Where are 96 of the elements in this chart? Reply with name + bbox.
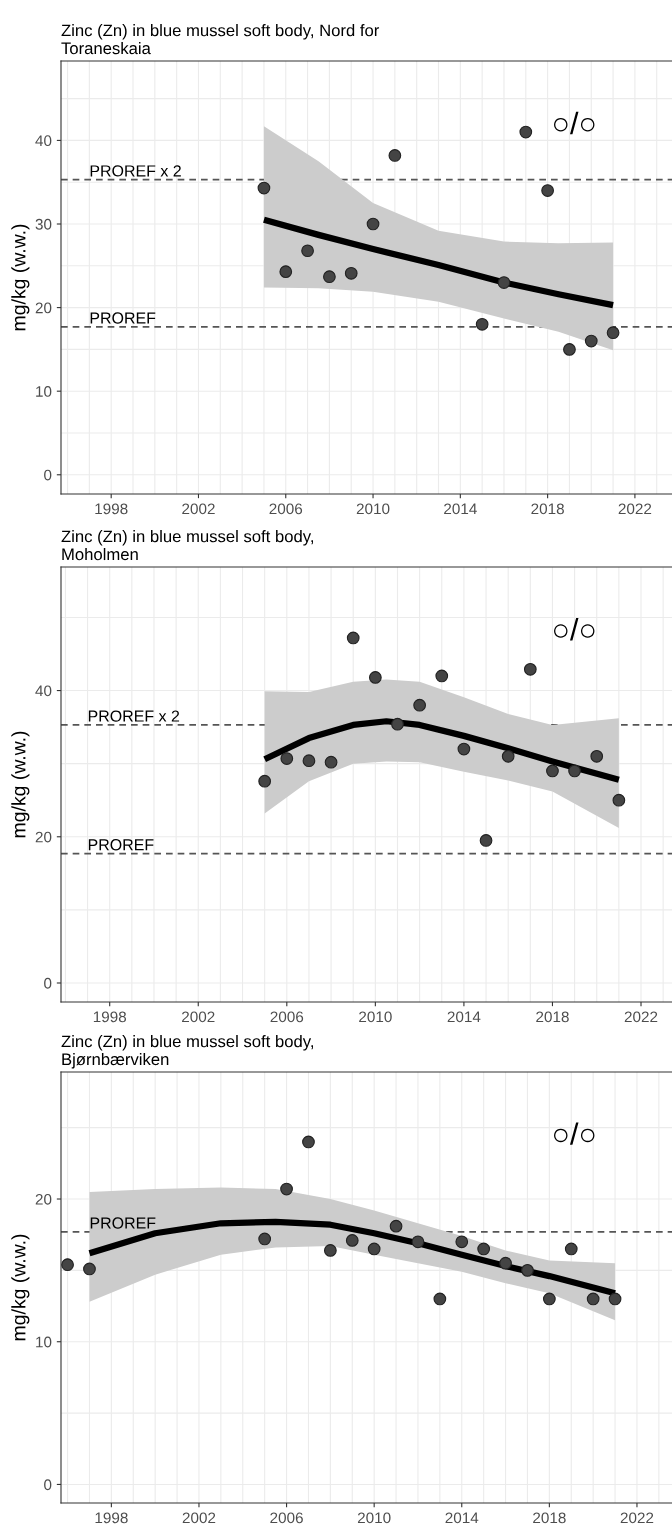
point bbox=[568, 764, 581, 778]
point bbox=[457, 742, 471, 756]
point bbox=[257, 181, 271, 195]
point bbox=[542, 1292, 556, 1306]
point bbox=[302, 1135, 315, 1149]
point bbox=[519, 125, 533, 139]
y-tick-label: 0 bbox=[44, 469, 52, 481]
annotation: ○/○ bbox=[554, 618, 595, 641]
point bbox=[612, 793, 626, 807]
point bbox=[389, 1219, 403, 1233]
point bbox=[258, 1232, 272, 1246]
y-tick-label: 10 bbox=[36, 386, 52, 397]
point bbox=[280, 752, 294, 765]
chart-title: Zinc (Zn) in blue mussel soft body, Nord for Toraneskaia bbox=[61, 24, 380, 55]
ref-line-label: PROREF x 2 bbox=[90, 165, 181, 177]
point bbox=[497, 276, 511, 289]
ref-line-label: PROREF bbox=[90, 312, 156, 324]
x-tick-label: 2014 bbox=[447, 1011, 481, 1023]
point bbox=[541, 184, 554, 197]
x-tick-label: 2006 bbox=[270, 1512, 303, 1524]
point bbox=[323, 270, 336, 284]
y-axis-title: mg/kg (w.w.) bbox=[11, 1234, 30, 1341]
x-tick-label: 2018 bbox=[531, 503, 564, 515]
x-tick-label: 2002 bbox=[182, 1512, 216, 1524]
point bbox=[477, 1242, 491, 1256]
x-tick-label: 2022 bbox=[624, 1011, 658, 1023]
point bbox=[590, 749, 604, 763]
point bbox=[324, 1244, 337, 1257]
point bbox=[301, 244, 314, 258]
x-tick-label: 1998 bbox=[95, 1512, 128, 1524]
annotation: ○/○ bbox=[554, 1122, 595, 1145]
y-tick-label: 20 bbox=[35, 831, 52, 843]
point bbox=[302, 754, 316, 768]
point bbox=[388, 149, 402, 162]
point bbox=[586, 1292, 600, 1306]
y-axis-title: mg/kg (w.w.) bbox=[11, 224, 30, 331]
x-tick-label: 2010 bbox=[359, 1011, 392, 1023]
x-tick-label: 2002 bbox=[182, 1011, 215, 1023]
point bbox=[546, 764, 559, 778]
ref-line-label: PROREF bbox=[88, 839, 154, 851]
annotation: ○/○ bbox=[554, 111, 595, 135]
y-tick-label: 20 bbox=[35, 1193, 52, 1205]
y-axis-title: mg/kg (w.w.) bbox=[11, 731, 30, 838]
point bbox=[521, 1264, 534, 1277]
point bbox=[584, 334, 598, 348]
y-tick-label: 0 bbox=[44, 977, 52, 989]
point bbox=[324, 755, 338, 769]
x-tick-label: 2014 bbox=[444, 503, 477, 515]
point bbox=[368, 671, 382, 684]
point bbox=[501, 749, 515, 763]
y-tick-label: 0 bbox=[44, 1479, 52, 1491]
point bbox=[564, 1242, 578, 1256]
point bbox=[608, 1292, 622, 1306]
point bbox=[279, 265, 293, 279]
y-tick-label: 40 bbox=[35, 685, 52, 697]
point bbox=[344, 266, 358, 280]
x-tick-label: 2010 bbox=[357, 1512, 391, 1524]
x-tick-label: 2010 bbox=[356, 503, 390, 515]
point bbox=[83, 1262, 96, 1276]
chart-title: Zinc (Zn) in blue mussel soft body, Bjørnbærviken bbox=[61, 1035, 313, 1069]
point bbox=[455, 1235, 469, 1249]
point bbox=[413, 698, 426, 712]
point bbox=[563, 343, 576, 356]
point bbox=[346, 631, 360, 645]
x-tick-label: 2022 bbox=[618, 503, 652, 515]
x-tick-label: 2006 bbox=[269, 503, 303, 515]
point bbox=[367, 1242, 381, 1256]
y-tick-label: 40 bbox=[35, 135, 52, 147]
ref-line-label: PROREF bbox=[90, 1217, 156, 1229]
x-tick-label: 1998 bbox=[95, 503, 128, 515]
point bbox=[479, 834, 493, 847]
point bbox=[435, 669, 449, 683]
y-tick-label: 20 bbox=[35, 302, 52, 314]
ref-line-label: PROREF x 2 bbox=[88, 710, 180, 722]
point bbox=[433, 1292, 447, 1306]
point bbox=[411, 1235, 425, 1249]
chart-title: Zinc (Zn) in blue mussel soft body, Moholmen bbox=[61, 530, 313, 561]
point bbox=[366, 217, 380, 231]
y-tick-label: 10 bbox=[36, 1336, 52, 1348]
x-tick-label: 1998 bbox=[93, 1011, 127, 1023]
x-tick-label: 2006 bbox=[270, 1011, 304, 1023]
point bbox=[280, 1182, 293, 1196]
point bbox=[61, 1258, 74, 1272]
y-tick-label: 30 bbox=[35, 218, 52, 230]
point bbox=[475, 317, 489, 331]
point bbox=[391, 717, 404, 731]
x-tick-label: 2018 bbox=[536, 1011, 569, 1023]
point bbox=[499, 1256, 512, 1270]
point bbox=[345, 1234, 359, 1247]
x-tick-label: 2022 bbox=[620, 1512, 654, 1524]
x-tick-label: 2014 bbox=[445, 1512, 479, 1524]
x-tick-label: 2002 bbox=[182, 503, 215, 515]
x-tick-label: 2018 bbox=[533, 1512, 566, 1524]
point bbox=[606, 326, 620, 340]
point bbox=[258, 774, 272, 788]
point bbox=[523, 662, 537, 676]
